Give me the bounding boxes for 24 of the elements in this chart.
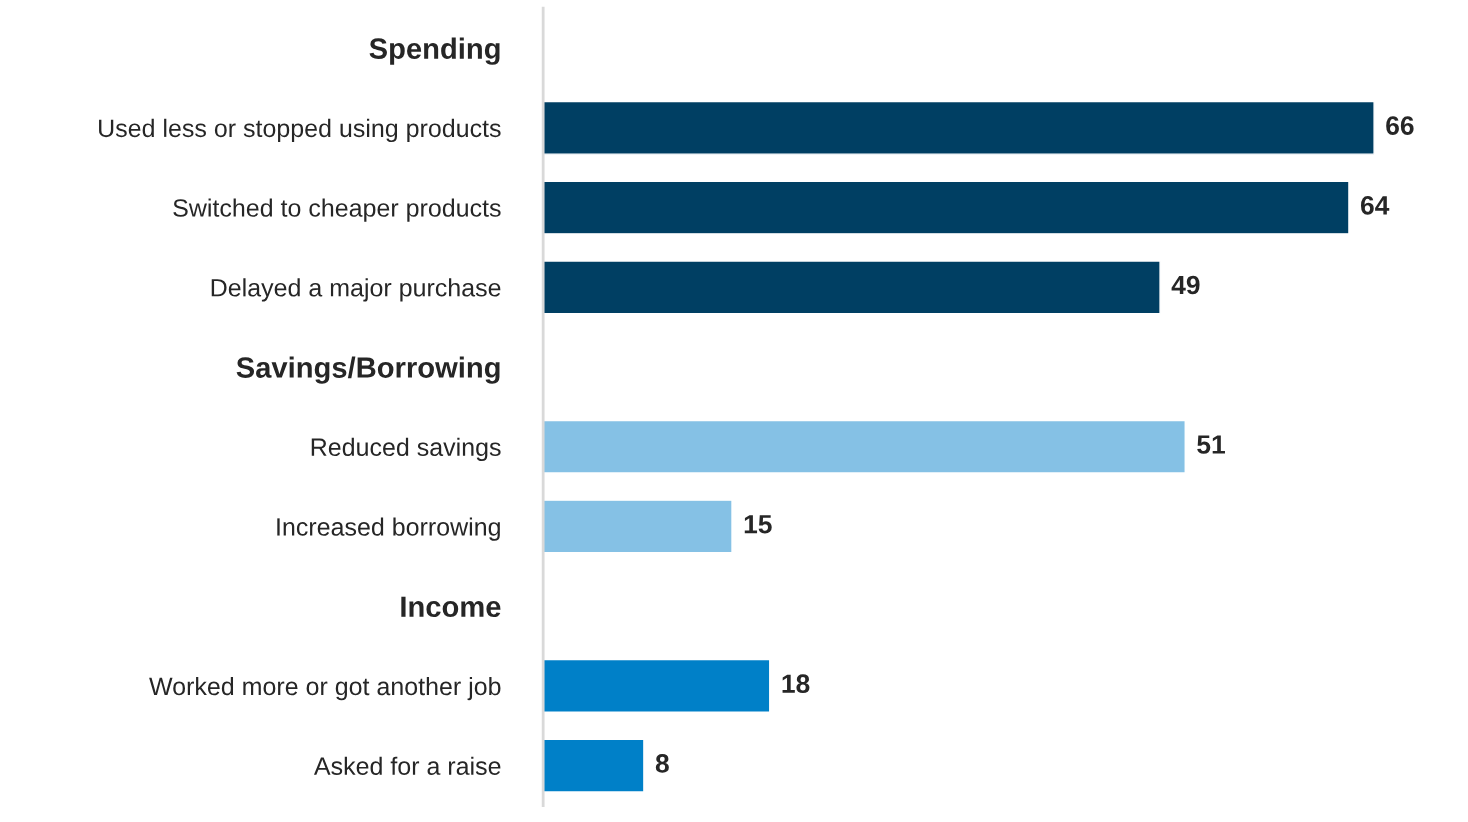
bar [543, 180, 1350, 235]
bar [543, 738, 645, 793]
bar [543, 419, 1186, 474]
data-label: 66 [1386, 116, 1414, 135]
bar [543, 260, 1161, 315]
y-tick-label: Income [401, 596, 501, 618]
y-tick-label: Asked for a raise [313, 756, 501, 775]
y-tick-label: Increased borrowing [277, 517, 500, 541]
y-tick-label: Worked more or got another job [149, 676, 501, 701]
y-tick-label: Delayed a major purchase [211, 278, 501, 302]
data-label: 8 [655, 754, 669, 773]
y-tick-label: Used less or stopped using products [99, 118, 501, 143]
bar [543, 658, 771, 713]
y-tick-label: Reduced savings [311, 437, 501, 461]
y-tick-label: Spending [369, 37, 500, 65]
bar [543, 499, 733, 554]
data-label: 15 [744, 515, 772, 534]
y-tick-label: Savings/Borrowing [236, 356, 500, 384]
data-label: 51 [1197, 435, 1225, 454]
data-label: 18 [782, 674, 810, 694]
bar [543, 100, 1375, 155]
data-label: 64 [1361, 195, 1390, 215]
data-label: 49 [1171, 275, 1200, 295]
y-tick-label: Switched to cheaper products [173, 198, 501, 222]
